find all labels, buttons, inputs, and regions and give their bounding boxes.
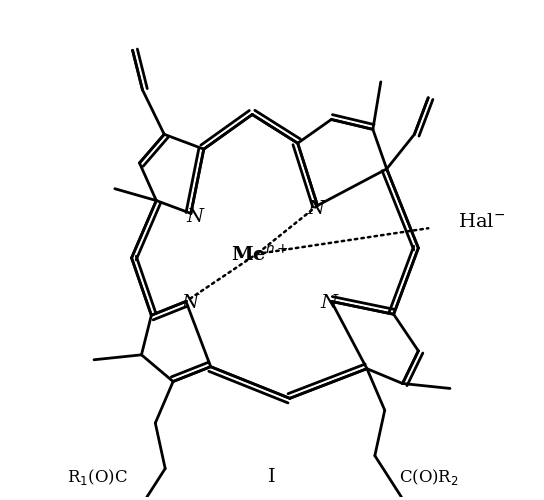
Text: R$_1$(O)C: R$_1$(O)C — [66, 468, 127, 487]
Text: N: N — [181, 294, 199, 312]
Text: N: N — [321, 294, 338, 312]
Text: N: N — [186, 208, 203, 226]
Text: N: N — [307, 200, 324, 218]
Text: Me$^{n+}$: Me$^{n+}$ — [231, 244, 289, 266]
Text: C(O)R$_2$: C(O)R$_2$ — [399, 468, 458, 487]
Text: I: I — [268, 468, 276, 486]
Text: Hal$^{-}$: Hal$^{-}$ — [458, 214, 505, 232]
